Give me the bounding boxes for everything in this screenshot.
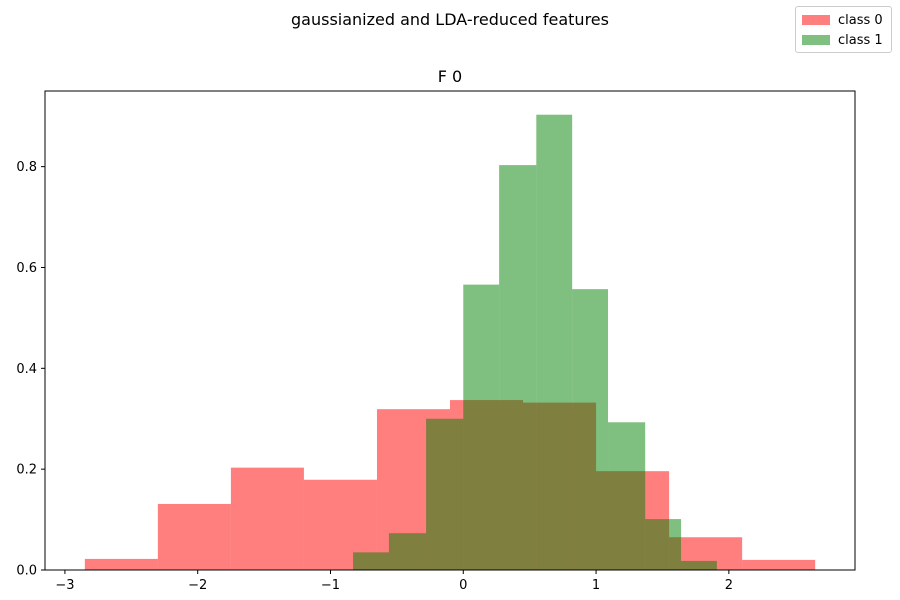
x-tick-label: 2: [725, 578, 733, 593]
figure-suptitle: gaussianized and LDA-reduced features: [291, 10, 609, 29]
legend-label-class-0: class 0: [838, 12, 883, 28]
x-tick-label: 1: [592, 578, 600, 593]
bar-class-1-5: [536, 114, 573, 570]
x-tick-label: −2: [188, 578, 207, 593]
axes-frame: [44, 90, 856, 571]
y-tick-label: 0.8: [16, 160, 37, 175]
bar-class-1-6: [572, 289, 609, 570]
bar-class-1-8: [645, 519, 682, 570]
bar-class-0-1: [157, 503, 231, 570]
y-tick-label: 0.0: [16, 564, 37, 579]
bar-class-1-4: [499, 165, 537, 570]
y-tick-label: 0.4: [16, 362, 37, 377]
x-tick-label: −1: [321, 578, 340, 593]
legend-item-class-0: class 0: [802, 11, 883, 29]
x-tick-label: 0: [459, 578, 467, 593]
legend-label-class-1: class 1: [838, 32, 883, 48]
bar-class-1-1: [388, 533, 427, 570]
bar-class-1-3: [463, 284, 500, 570]
histogram-bars: [84, 114, 816, 570]
x-tick-label: −3: [55, 578, 74, 593]
bar-class-0-9: [742, 559, 816, 570]
legend-swatch-class-0: [802, 15, 830, 25]
y-tick-label: 0.6: [16, 261, 37, 276]
legend-item-class-1: class 1: [802, 31, 883, 49]
bar-class-0-0: [84, 558, 158, 570]
bar-class-1-7: [608, 422, 646, 570]
y-tick-label: 0.2: [16, 463, 37, 478]
legend-swatch-class-1: [802, 35, 830, 45]
axes-title: F 0: [438, 67, 462, 86]
bar-class-1-2: [426, 418, 464, 570]
legend: class 0 class 1: [795, 6, 892, 53]
bar-class-0-2: [230, 467, 304, 570]
bar-class-1-9: [681, 560, 717, 570]
axis-ticks: −3 −2 −1 0 1 2 0.0 0.2 0.4 0.6 0.8: [16, 160, 733, 593]
bar-class-1-0: [353, 552, 389, 570]
